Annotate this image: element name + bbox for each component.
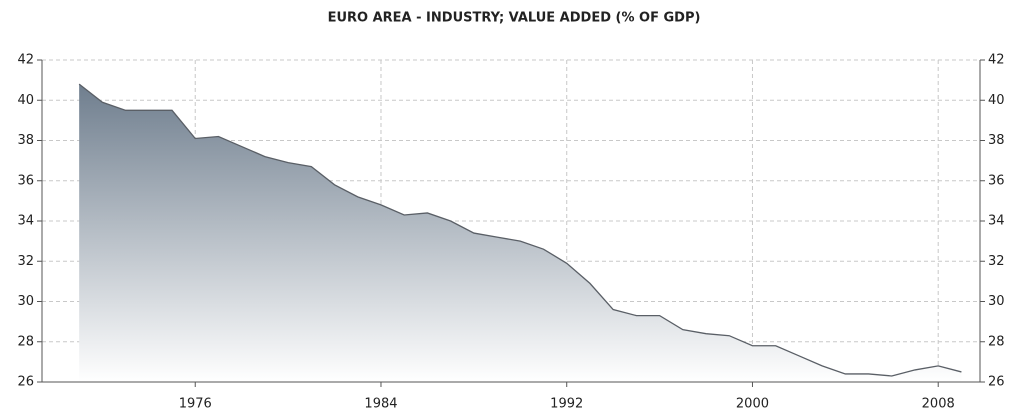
x-tick-label: 1976 <box>179 397 212 412</box>
y-tick-label: 26 <box>17 375 34 390</box>
x-tick-label: 1992 <box>550 397 583 412</box>
y2-tick-label: 38 <box>988 133 1005 148</box>
y-tick-label: 42 <box>17 53 34 68</box>
y2-tick-label: 32 <box>988 254 1005 269</box>
y2-tick-label: 40 <box>988 93 1005 108</box>
y2-tick-label: 30 <box>988 294 1005 309</box>
x-tick-label: 1984 <box>364 397 397 412</box>
x-tick-label: 2008 <box>922 397 955 412</box>
y-tick-label: 40 <box>17 93 34 108</box>
y2-tick-label: 42 <box>988 53 1005 68</box>
y2-tick-label: 28 <box>988 334 1005 349</box>
y2-tick-label: 34 <box>988 214 1005 229</box>
x-tick-label: 2000 <box>736 397 769 412</box>
y2-tick-label: 36 <box>988 173 1005 188</box>
line <box>78 83 962 377</box>
y-tick-label: 34 <box>17 214 34 229</box>
chart-title: EURO AREA - INDUSTRY; VALUE ADDED (% OF … <box>328 11 701 26</box>
y-tick-label: 38 <box>17 133 34 148</box>
y-tick-label: 30 <box>17 294 34 309</box>
y-tick-label: 28 <box>17 334 34 349</box>
y-tick-label: 32 <box>17 254 34 269</box>
y-tick-label: 36 <box>17 173 34 188</box>
y2-tick-label: 26 <box>988 375 1005 390</box>
area <box>79 84 962 383</box>
